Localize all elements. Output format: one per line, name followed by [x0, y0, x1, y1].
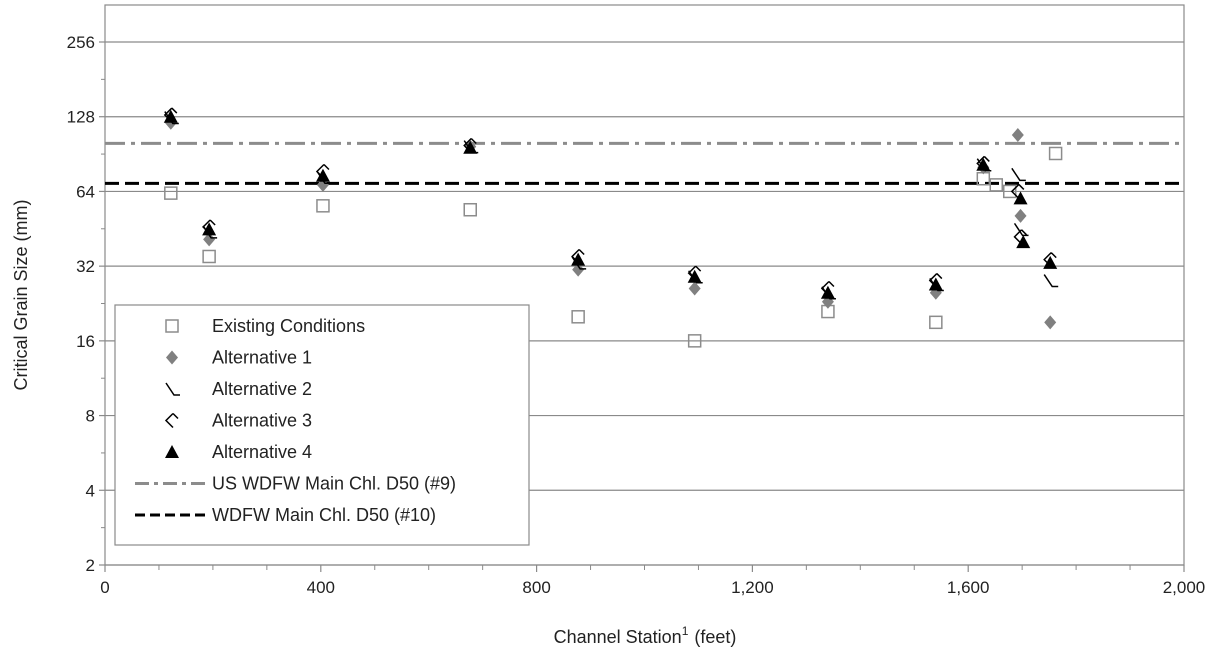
data-point — [1011, 128, 1024, 143]
axes: 2 4 8 16 32 64 128 256 0 400 800 1,200 1,600 2,000 — [67, 33, 1206, 597]
data-point — [687, 269, 702, 283]
legend-entries: Existing Conditions Alternative 1 Alternat… — [135, 316, 456, 525]
legend: Existing Conditions Alternative 1 Alternat… — [114, 304, 530, 546]
legend-marker — [164, 412, 179, 429]
legend-label: Alternative 4 — [212, 442, 312, 462]
data-point — [203, 232, 216, 247]
data-point — [572, 262, 585, 277]
data-point — [928, 277, 943, 291]
data-point — [1013, 229, 1028, 245]
data-point — [571, 310, 585, 324]
data-point — [164, 186, 178, 200]
x-tick-label: 2,000 — [1163, 578, 1206, 597]
data-point — [1013, 191, 1028, 205]
data-point — [1011, 167, 1026, 182]
data-point — [164, 111, 179, 125]
x-axis-title-unit: (feet) — [694, 627, 736, 647]
x-tick-label: 400 — [307, 578, 335, 597]
y-tick-label: 8 — [86, 407, 95, 426]
y-tick-label: 32 — [76, 257, 95, 276]
legend-marker — [165, 319, 179, 333]
y-tick-label: 64 — [76, 182, 95, 201]
data-point — [1048, 146, 1063, 161]
data-point — [316, 199, 330, 213]
data-point — [1043, 274, 1059, 288]
data-point — [820, 285, 835, 299]
data-point — [989, 178, 1004, 192]
data-point — [463, 140, 478, 154]
data-point — [1043, 255, 1058, 269]
legend-marker — [165, 445, 179, 458]
legend-label: Alternative 1 — [212, 348, 312, 368]
y-tick-label: 2 — [86, 556, 95, 575]
legend-label: Existing Conditions — [212, 316, 365, 336]
data-points — [163, 107, 1063, 348]
data-point — [688, 281, 701, 296]
legend-label: US WDFW Main Chl. D50 (#9) — [212, 474, 456, 494]
x-tick-label: 1,600 — [947, 578, 990, 597]
x-axis-title-main: Channel Station — [554, 627, 682, 647]
data-point — [1044, 315, 1057, 330]
data-point — [571, 252, 586, 266]
legend-label: Alternative 2 — [212, 379, 312, 399]
data-point — [1014, 208, 1027, 223]
data-point — [1013, 222, 1029, 237]
data-point — [1010, 183, 1025, 199]
data-point — [929, 315, 943, 330]
y-axis-title: Critical Grain Size (mm) — [11, 199, 31, 390]
y-tick-label: 128 — [67, 108, 95, 127]
data-point — [202, 222, 217, 236]
y-tick-label: 4 — [86, 481, 95, 500]
data-point — [163, 109, 178, 123]
data-point — [687, 334, 702, 348]
legend-marker — [166, 350, 178, 365]
x-axis-title: Channel Station1 (feet) — [554, 624, 737, 647]
legend-label: Alternative 3 — [212, 411, 312, 431]
legend-marker — [165, 382, 180, 396]
series-group — [164, 115, 1057, 330]
x-tick-label: 1,200 — [731, 578, 774, 597]
data-point — [463, 202, 477, 217]
data-point — [315, 168, 330, 182]
series-group — [163, 109, 1058, 299]
data-point — [1002, 184, 1017, 199]
legend-label: WDFW Main Chl. D50 (#10) — [212, 505, 436, 525]
legend-box — [114, 304, 530, 546]
y-tick-label: 16 — [76, 332, 95, 351]
data-point — [202, 249, 216, 264]
x-tick-label: 0 — [100, 578, 109, 597]
data-point — [976, 157, 991, 171]
x-axis-title-superscript: 1 — [682, 624, 689, 638]
y-tick-label: 256 — [67, 33, 95, 52]
data-point — [1016, 235, 1031, 249]
x-tick-label: 800 — [522, 578, 550, 597]
